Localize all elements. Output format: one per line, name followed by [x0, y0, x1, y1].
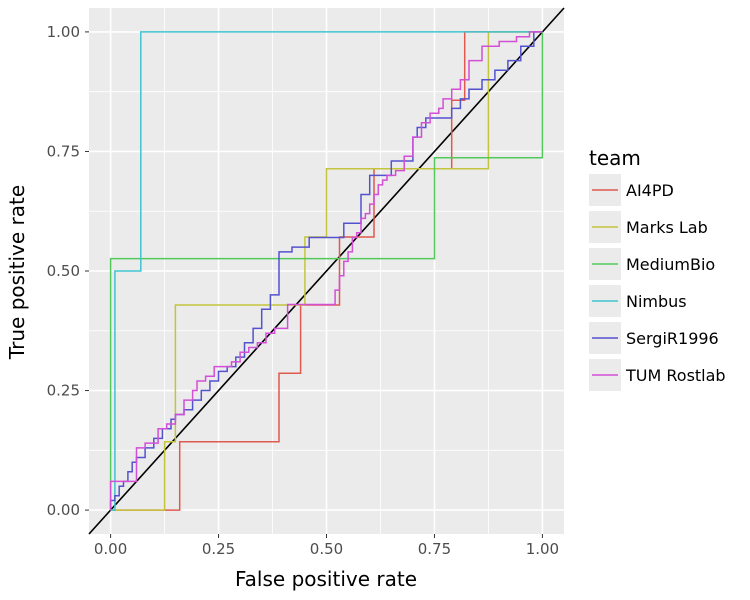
legend-label: Marks Lab: [626, 218, 708, 237]
series-line-mediumbio: [109, 31, 544, 511]
x-tick-label: 1.00: [526, 540, 559, 558]
y-tick-label: 0.00: [47, 501, 80, 519]
legend-item-marks-lab: Marks Lab: [589, 211, 708, 243]
legend-item-nimbus: Nimbus: [589, 285, 687, 317]
legend-label: SergiR1996: [626, 329, 719, 348]
diagonal-reference-line: [88, 7, 565, 535]
series-line-ai4pd: [110, 31, 543, 511]
series-line-sergir1996: [109, 31, 543, 511]
legend-label: TUM Rostlab: [625, 366, 726, 385]
series-line-nimbus: [110, 31, 543, 511]
roc-curves: [109, 31, 544, 511]
legend-title: team: [589, 146, 641, 170]
series-line-marks-lab: [110, 31, 543, 511]
x-tick-label: 0.25: [202, 540, 235, 558]
diagonal-line: [88, 7, 565, 535]
series-line-tum-rostlab: [109, 31, 543, 511]
legend-item-sergir1996: SergiR1996: [589, 322, 719, 354]
y-axis: 0.00 0.25 0.50 0.75 1.00: [47, 23, 89, 519]
legend-item-tum-rostlab: TUM Rostlab: [589, 359, 726, 391]
x-tick-label: 0.50: [310, 540, 343, 558]
x-tick-label: 0.00: [94, 540, 127, 558]
legend-item-ai4pd: AI4PD: [589, 174, 674, 206]
y-axis-title: True positive rate: [5, 185, 29, 360]
y-tick-label: 0.25: [47, 382, 80, 400]
legend-label: AI4PD: [626, 181, 674, 200]
legend-label: Nimbus: [626, 292, 687, 311]
y-tick-label: 1.00: [47, 23, 80, 41]
legend-item-mediumbio: MediumBio: [589, 248, 715, 280]
x-axis: 0.00 0.25 0.50 0.75 1.00: [94, 534, 559, 558]
y-tick-label: 0.50: [47, 262, 80, 280]
legend-label: MediumBio: [626, 255, 715, 274]
y-tick-label: 0.75: [47, 142, 80, 160]
x-tick-label: 0.75: [418, 540, 451, 558]
legend: team AI4PD Marks Lab MediumBio Nimbus SergiR…: [589, 146, 726, 391]
legend-items: AI4PD Marks Lab MediumBio Nimbus SergiR1996 T…: [589, 174, 726, 391]
x-axis-title: False positive rate: [235, 567, 417, 591]
